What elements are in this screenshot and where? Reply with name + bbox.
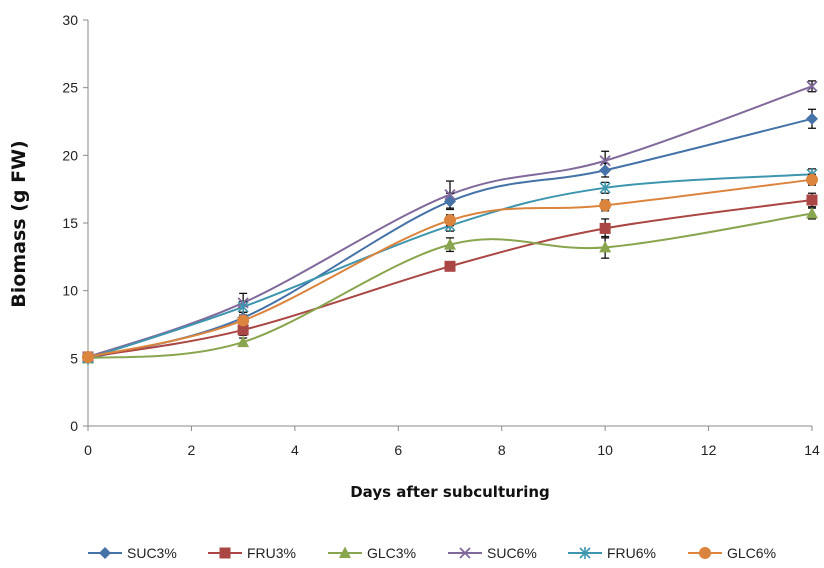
axes: 0 5 10 15 20 25 30 0 2 4 6 8 10 12 14 (62, 12, 820, 458)
y-tick-label: 5 (70, 350, 78, 366)
x-tick-label: 6 (394, 442, 402, 458)
marker-glc6pct (444, 214, 456, 227)
marker-glc6pct (599, 199, 612, 212)
legend-swatch-marker (219, 547, 231, 559)
series-line-glc3pct (87, 212, 813, 360)
x-tick-label: 14 (804, 442, 820, 458)
y-tick-label: 20 (62, 147, 78, 163)
legend-item-fru6pct: FRU6% (568, 545, 656, 561)
legend-item-suc3pct: SUC3% (88, 545, 177, 561)
legend-label: SUC6% (487, 545, 537, 561)
x-axis-title: Days after subculturing (350, 483, 550, 501)
legend-swatch-marker (699, 547, 711, 559)
y-tick-label: 25 (62, 80, 78, 96)
marker-fru3pct (806, 194, 818, 206)
marker-fru6pct (599, 181, 611, 194)
marker-glc3pct (599, 240, 612, 253)
legend-swatch-marker (579, 547, 591, 559)
marker-suc6pct (806, 80, 818, 92)
legend-label: SUC3% (127, 545, 177, 561)
y-tick-label: 0 (70, 418, 78, 434)
legend-label: GLC3% (367, 545, 416, 561)
marker-glc6pct (237, 314, 250, 327)
marker-fru3pct (237, 324, 249, 336)
y-tick-label: 30 (62, 12, 78, 28)
marker-stroke (599, 155, 611, 167)
marker-glc3pct (806, 207, 818, 219)
legend-swatch-marker (339, 546, 351, 558)
legend-label: FRU6% (607, 545, 656, 561)
y-tick-label: 15 (62, 215, 78, 231)
y-tick-label: 10 (62, 283, 78, 299)
marker-glc3pct (237, 335, 250, 348)
legend: SUC3% FRU3% GLC3% SUC6% FRU6% GLC6% (88, 545, 776, 561)
x-tick-label: 10 (597, 442, 613, 458)
marker-stroke (444, 188, 456, 201)
legend-swatch-marker (99, 547, 111, 559)
marker-glc6pct (806, 173, 818, 186)
marker-fru6pct (237, 300, 249, 313)
marker-suc3pct (806, 112, 818, 125)
legend-label: GLC6% (727, 545, 776, 561)
marker-stroke (806, 80, 818, 92)
x-tick-label: 4 (291, 442, 299, 458)
marker-suc6pct (444, 188, 456, 201)
marker-suc6pct (599, 155, 611, 167)
legend-item-suc6pct: SUC6% (448, 545, 537, 561)
x-tick-label: 8 (498, 442, 506, 458)
marker-stroke (459, 547, 471, 559)
marker-glc3pct (444, 238, 456, 250)
y-axis-title: Biomass (g FW) (8, 140, 30, 307)
x-tick-label: 0 (84, 442, 92, 458)
legend-label: FRU3% (247, 545, 296, 561)
legend-swatch-marker (459, 547, 471, 559)
legend-item-glc6pct: GLC6% (688, 545, 776, 561)
legend-item-fru3pct: FRU3% (208, 545, 296, 561)
marker-suc3pct (599, 164, 612, 177)
marker-fru3pct (444, 260, 456, 272)
marker-fru3pct (599, 222, 611, 234)
x-tick-label: 2 (188, 442, 196, 458)
legend-item-glc3pct: GLC3% (328, 545, 416, 561)
x-tick-label: 12 (701, 442, 717, 458)
series-markers (82, 80, 818, 365)
marker-glc6pct (82, 350, 94, 363)
